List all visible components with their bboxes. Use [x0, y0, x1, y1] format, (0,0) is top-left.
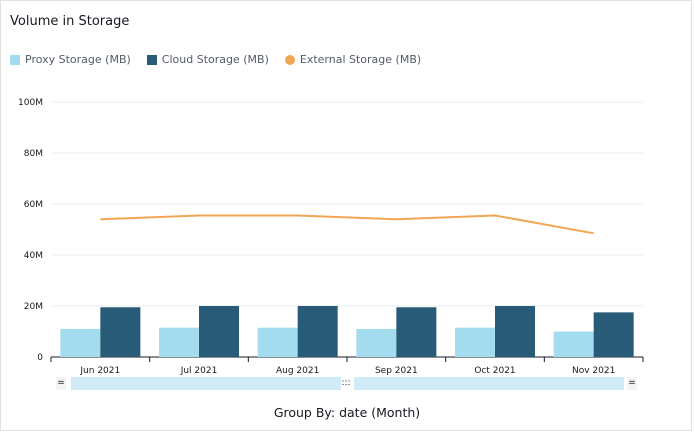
legend-item-cloud-storage[interactable]: Cloud Storage (MB) — [146, 53, 269, 66]
bar — [60, 328, 101, 357]
y-tick-label: 20M — [24, 302, 43, 312]
bar — [257, 327, 298, 357]
bar — [297, 306, 338, 357]
legend-label-proxy: Proxy Storage (MB) — [25, 53, 131, 66]
y-tick-label: 0 — [37, 353, 43, 363]
brush-right-handle[interactable]: = — [627, 377, 637, 390]
legend-swatch-cloud — [146, 54, 157, 65]
legend-item-proxy-storage[interactable]: Proxy Storage (MB) — [10, 53, 131, 66]
y-tick-label: 40M — [24, 251, 43, 261]
y-tick-label: 100M — [18, 98, 43, 108]
x-tick-label: Oct 2021 — [474, 366, 515, 376]
legend-label-cloud: Cloud Storage (MB) — [161, 53, 269, 66]
x-tick-label: Sep 2021 — [375, 366, 418, 376]
group-by-label: Group By: date (Month) — [273, 405, 421, 420]
chart-legend: Proxy Storage (MB) Cloud Storage (MB) Ex… — [10, 53, 437, 66]
legend-label-external: External Storage (MB) — [299, 53, 422, 66]
legend-item-external-storage[interactable]: External Storage (MB) — [284, 53, 422, 66]
bar — [553, 331, 594, 357]
x-tick-label: Aug 2021 — [276, 366, 319, 376]
bar — [593, 312, 634, 357]
x-tick-label: Jun 2021 — [79, 366, 120, 376]
bar-line-chart: 0 20M 40M 60M 80M 100M Jun 2021 Jul 2021 Aug 202… — [18, 98, 644, 376]
line-series-external-storage — [100, 214, 594, 235]
bar — [396, 307, 437, 357]
bar — [199, 306, 239, 357]
chart-title: Volume in Storage — [10, 14, 130, 29]
bar — [455, 327, 495, 357]
x-tick-label: Jul 2021 — [180, 366, 218, 376]
brush-middle-handle[interactable]: ::: — [341, 377, 351, 390]
brush-left-handle[interactable]: = — [56, 377, 66, 390]
bar — [159, 327, 199, 357]
bar — [495, 306, 535, 357]
x-tick-label: Nov 2021 — [572, 366, 615, 376]
bar — [356, 328, 397, 357]
y-tick-label: 80M — [24, 149, 43, 159]
bar — [100, 307, 141, 357]
brush-range-left[interactable] — [71, 377, 341, 390]
legend-swatch-external — [284, 54, 295, 65]
legend-swatch-proxy — [10, 54, 20, 65]
y-tick-label: 60M — [24, 200, 43, 210]
brush-range-right[interactable] — [354, 377, 624, 390]
